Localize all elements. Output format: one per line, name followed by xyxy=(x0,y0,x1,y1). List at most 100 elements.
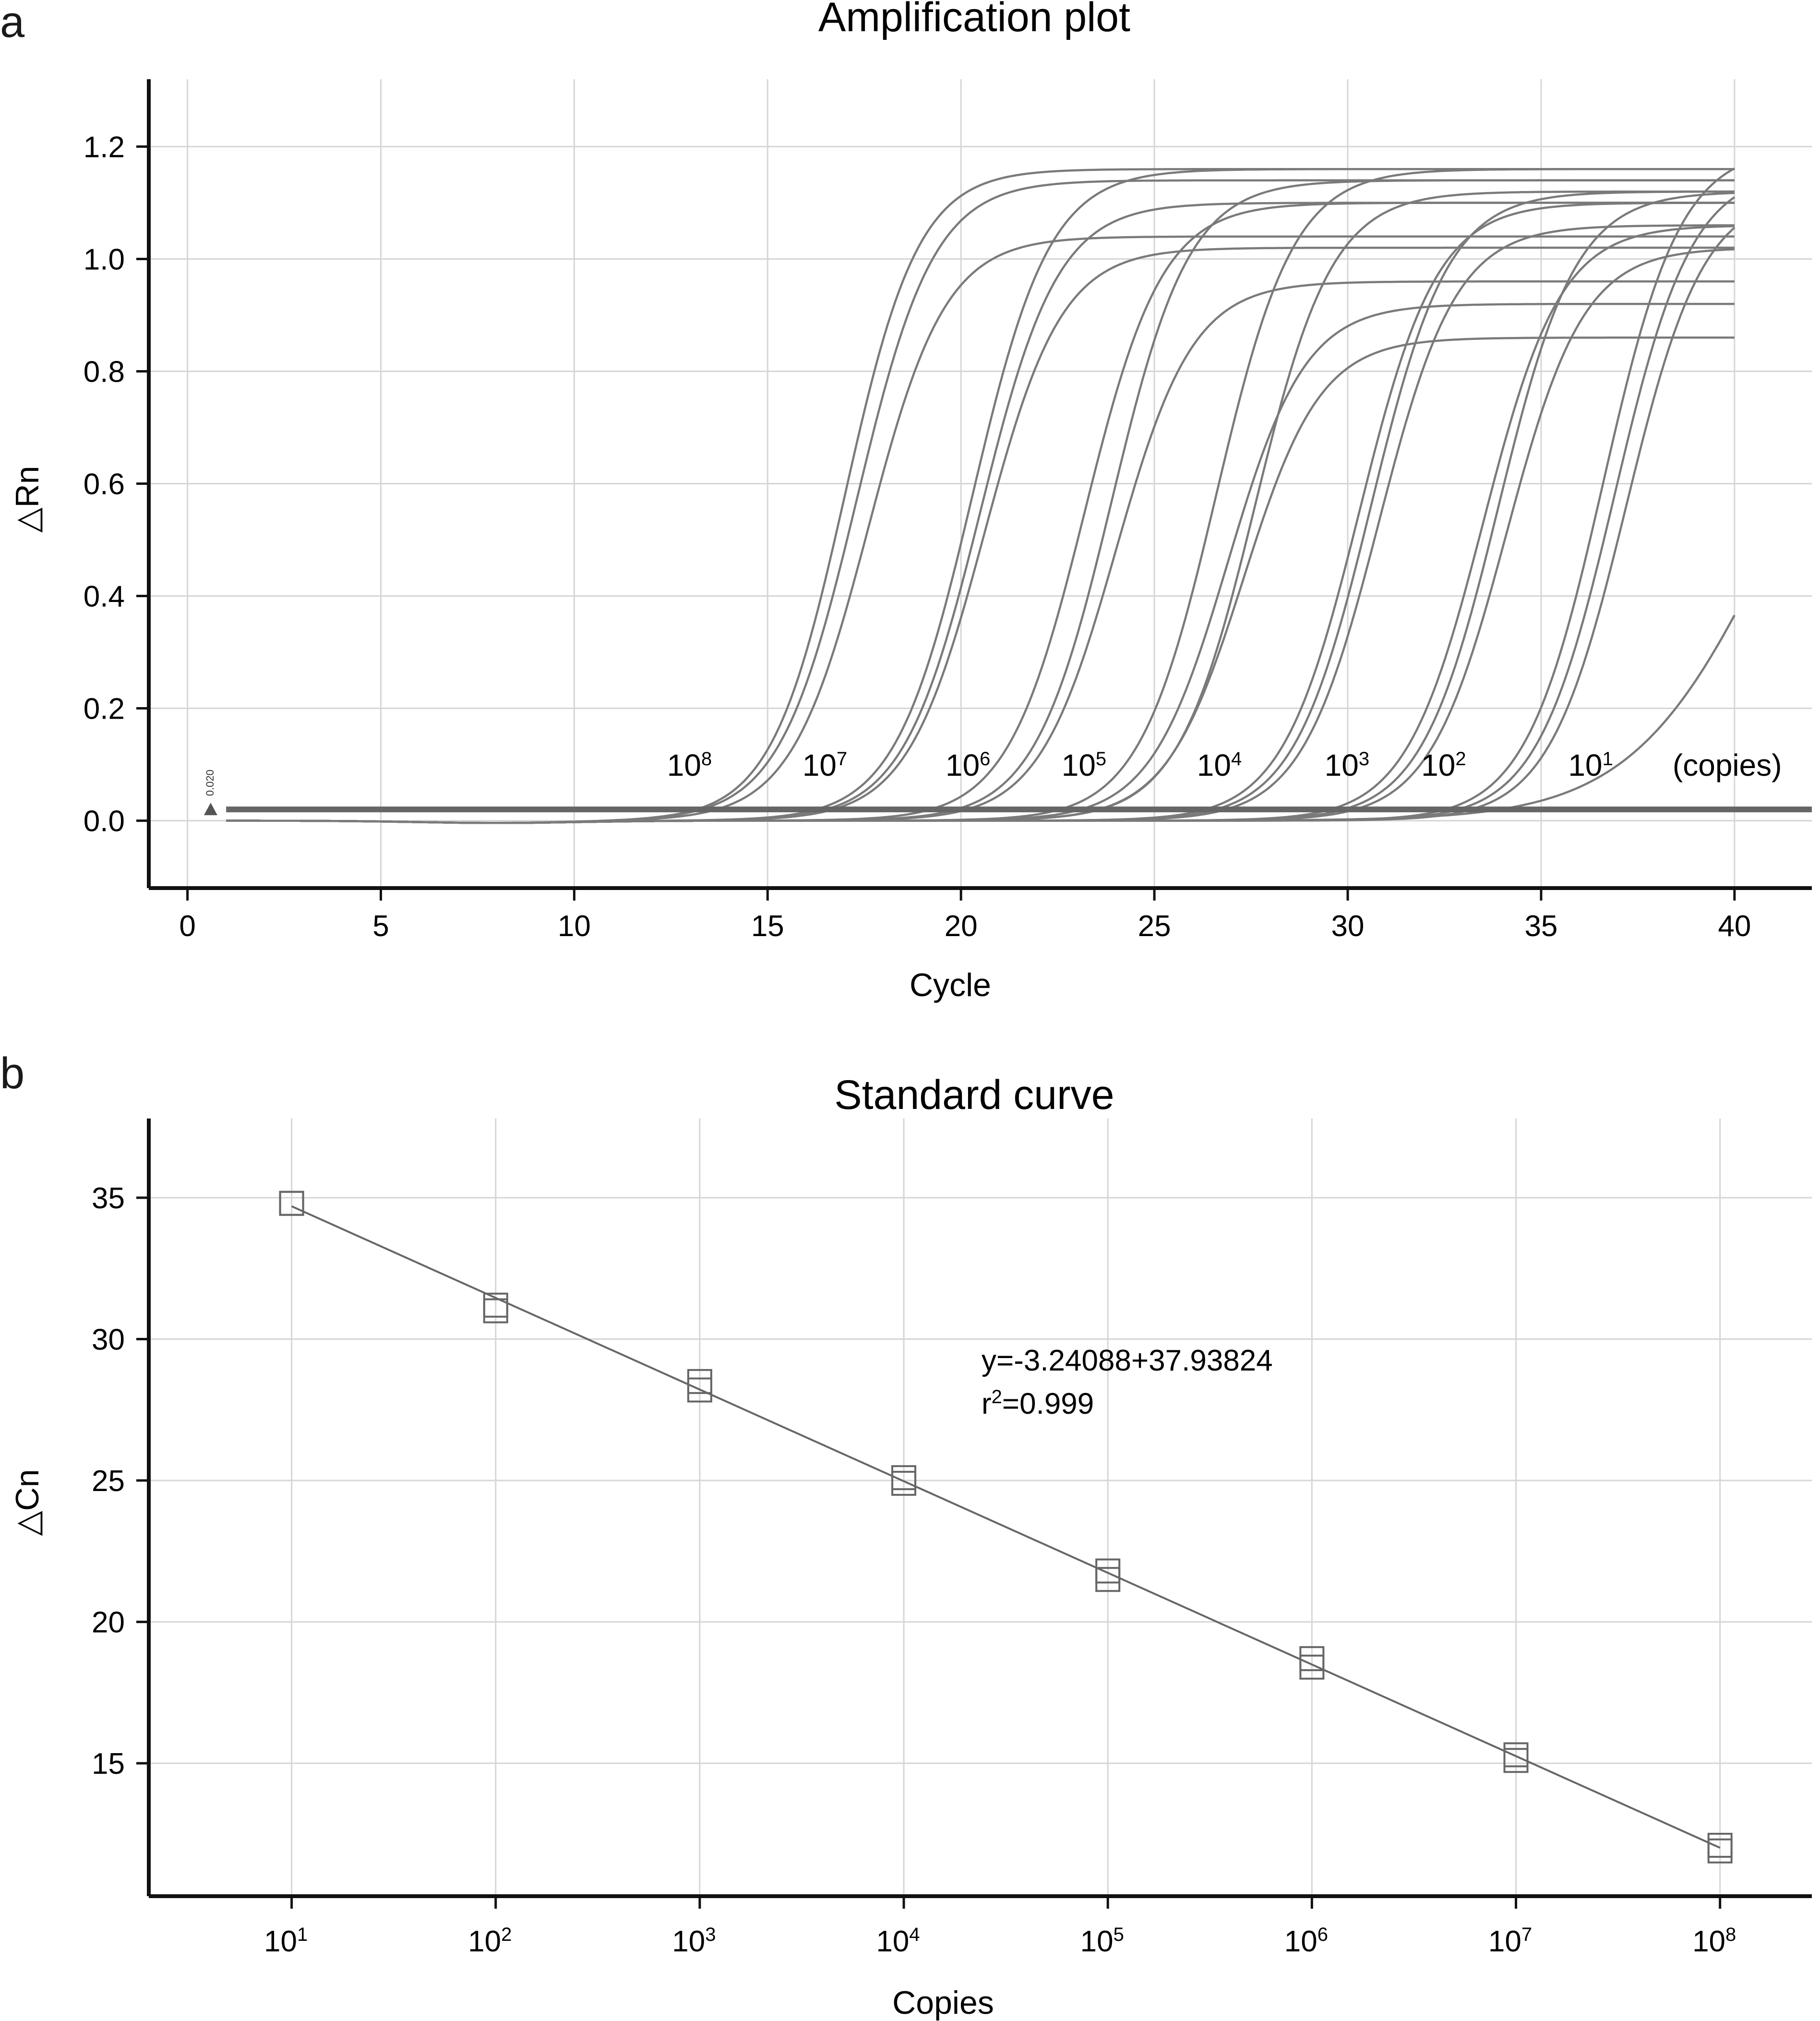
amplification-curve-19 xyxy=(226,248,1735,824)
y-tick-label: 25 xyxy=(92,1465,125,1498)
y-tick-label: 0.2 xyxy=(84,693,125,726)
amplification-annotations: 108 107 106 105 104 103 102 101 (copies) xyxy=(667,748,1782,782)
r-squared-superscript: 2 xyxy=(992,1386,1002,1407)
data-point-marker xyxy=(1707,1832,1733,1858)
x-tick-label: 30 xyxy=(1331,910,1365,943)
r-squared-label: r2=0.999 xyxy=(982,1386,1094,1420)
x-tick-label: 35 xyxy=(1524,910,1557,943)
amplification-curve-6 xyxy=(226,246,1735,824)
annotation-base: 10 xyxy=(1325,748,1359,782)
y-tick-label: 0.8 xyxy=(84,355,125,388)
x-tick-label: 101 xyxy=(264,1924,308,1958)
y-tick-label: 30 xyxy=(92,1323,125,1356)
standard-points xyxy=(279,1191,1733,1864)
y-tick-label: 0.4 xyxy=(84,580,125,614)
amplification-curve-11 xyxy=(226,302,1735,824)
standard-y-axis-label: △Cn xyxy=(9,1469,46,1536)
amplification-curves xyxy=(226,167,1736,824)
tick-base: 10 xyxy=(672,1925,705,1958)
panel-letter-b: b xyxy=(0,1049,25,1098)
amplification-curve-15 xyxy=(226,190,1735,824)
tick-exponent: 7 xyxy=(1521,1924,1532,1945)
x-tick-label: 102 xyxy=(468,1924,512,1958)
annotation-exponent: 7 xyxy=(837,748,847,770)
annotation-exponent: 2 xyxy=(1455,748,1466,770)
x-tick-label: 107 xyxy=(1488,1924,1532,1958)
x-tick-label: 5 xyxy=(372,910,389,943)
y-tick-label: 35 xyxy=(92,1182,125,1215)
amplification-grid xyxy=(149,79,1812,888)
annotation-exponent: 5 xyxy=(1096,748,1106,770)
tick-exponent: 2 xyxy=(501,1924,512,1945)
y-tick-label: 1.0 xyxy=(84,243,125,276)
x-tick-label: 103 xyxy=(672,1924,716,1958)
tick-exponent: 8 xyxy=(1725,1924,1736,1945)
fit-line xyxy=(291,1205,1721,1849)
standard-axes xyxy=(147,1119,1812,1898)
tick-base: 10 xyxy=(468,1925,501,1958)
copy-number-annotation: 101 xyxy=(1568,748,1613,782)
copy-number-annotation: 103 xyxy=(1325,748,1369,782)
amplification-plot: 0.020 0 5 10 15 20 25 30 35 400.00.20.40.60.81.0… xyxy=(9,0,1812,1003)
annotation-base: 10 xyxy=(667,748,701,782)
x-tick-label: 20 xyxy=(945,910,978,943)
y-tick-label: 15 xyxy=(92,1747,125,1780)
standard-x-axis-label: Copies xyxy=(892,1985,994,2021)
amplification-curve-2 xyxy=(226,179,1735,824)
annotation-exponent: 1 xyxy=(1603,748,1613,770)
panel-letter-a: a xyxy=(0,0,25,47)
x-tick-label: 10 xyxy=(558,910,591,943)
y-tick-label: 20 xyxy=(92,1606,125,1639)
data-point-marker xyxy=(483,1292,508,1318)
x-tick-label: 105 xyxy=(1080,1924,1124,1958)
annotation-base: 10 xyxy=(946,748,980,782)
x-tick-label: 104 xyxy=(876,1924,920,1958)
annotation-exponent: 4 xyxy=(1231,748,1242,770)
annotation-base: 10 xyxy=(1197,748,1231,782)
data-point-marker xyxy=(279,1191,304,1216)
amplification-y-axis-label: △Rn xyxy=(9,466,46,532)
amplification-x-axis-label: Cycle xyxy=(910,967,991,1003)
annotation-base: 10 xyxy=(1421,748,1455,782)
x-tick-label: 15 xyxy=(751,910,784,943)
x-tick-label: 25 xyxy=(1138,910,1171,943)
copy-number-annotation: 105 xyxy=(1062,748,1106,782)
y-tick-label: 0.6 xyxy=(84,468,125,501)
tick-base: 10 xyxy=(1284,1925,1317,1958)
annotation-base: 10 xyxy=(1568,748,1602,782)
copy-number-annotation: 107 xyxy=(802,748,847,782)
tick-exponent: 5 xyxy=(1114,1924,1124,1945)
annotation-base: (copies) xyxy=(1673,748,1782,782)
data-point-marker xyxy=(687,1369,712,1394)
amplification-title: Amplification plot xyxy=(818,0,1130,40)
amplification-ticks: 0 5 10 15 20 25 30 35 400.00.20.40.60.81.01.2 xyxy=(84,131,1751,943)
data-point-marker xyxy=(1095,1558,1121,1584)
annotation-base: 10 xyxy=(802,748,837,782)
y-tick-label: 0.0 xyxy=(84,805,125,838)
amplification-curve-8 xyxy=(226,179,1735,824)
x-tick-label: 40 xyxy=(1718,910,1751,943)
annotation-exponent: 6 xyxy=(980,748,990,770)
tick-exponent: 6 xyxy=(1317,1924,1328,1945)
fit-line-group xyxy=(291,1205,1721,1849)
data-point-marker xyxy=(891,1465,917,1491)
tick-base: 10 xyxy=(264,1925,297,1958)
copy-number-annotation: 108 xyxy=(667,748,712,782)
annotation-exponent: 8 xyxy=(701,748,712,770)
copy-number-annotation: (copies) xyxy=(1673,748,1782,782)
annotation-exponent: 3 xyxy=(1359,748,1369,770)
tick-exponent: 3 xyxy=(705,1924,716,1945)
x-tick-label: 108 xyxy=(1692,1924,1736,1958)
annotation-base: 10 xyxy=(1062,748,1096,782)
standard-grid xyxy=(149,1119,1812,1896)
tick-base: 10 xyxy=(1080,1925,1114,1958)
copy-number-annotation: 104 xyxy=(1197,748,1242,782)
y-tick-label: 1.2 xyxy=(84,131,125,164)
standard-title: Standard curve xyxy=(834,1072,1114,1118)
tick-exponent: 4 xyxy=(909,1924,920,1945)
amplification-curve-5 xyxy=(226,202,1735,824)
r-squared-value: =0.999 xyxy=(1002,1387,1094,1420)
r-squared-prefix: r xyxy=(982,1387,992,1420)
